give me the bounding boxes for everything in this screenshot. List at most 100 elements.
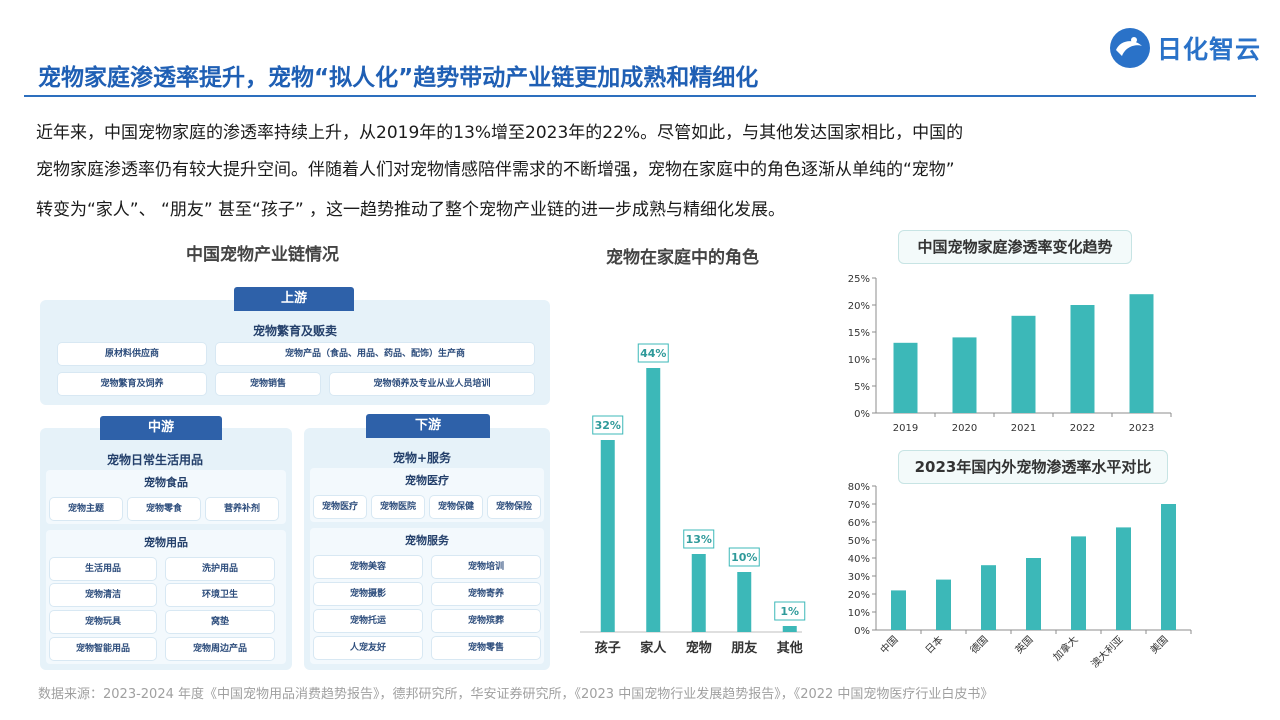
bar (1129, 294, 1154, 413)
service-chip: 宠物培训 (432, 556, 540, 578)
supplies-label: 宠物用品 (144, 536, 188, 549)
roles-bar-chart: 32% 孩子 44% 家人 13% 宠物 10% 朋友 1% 其他 (580, 343, 806, 656)
page-title: 宠物家庭渗透率提升，宠物“拟人化”趋势带动产业链更加成熟和精细化 (38, 65, 759, 91)
supplies-chip: 宠物玩具 (50, 611, 156, 633)
bar (952, 337, 977, 413)
bar (1161, 504, 1176, 630)
data-label: 44% (640, 347, 666, 360)
x-tick-label: 2020 (952, 423, 977, 434)
upstream-chip: 宠物领养及专业从业人员培训 (330, 373, 534, 395)
y-tick-label: 60% (848, 518, 870, 529)
data-source-note: 数据来源：2023-2024 年度《中国宠物用品消费趋势报告》，德邦研究所，华安… (38, 687, 994, 702)
medical-chip: 宠物保险 (488, 496, 540, 518)
data-label: 32% (595, 419, 621, 432)
data-label-box (592, 415, 624, 435)
x-tick-label: 2022 (1070, 423, 1095, 434)
food-chip: 宠物零食 (128, 498, 200, 520)
bar (737, 572, 752, 632)
brand-name: 日化智云 (1157, 35, 1262, 64)
x-tick-label: 朋友 (730, 640, 757, 656)
bar (600, 440, 615, 632)
medical-chip: 宠物保健 (430, 496, 482, 518)
intro-line-1: 近年来，中国宠物家庭的渗透率持续上升，从2019年的13%增至2023年的22%… (36, 123, 964, 143)
y-tick-label: 40% (848, 554, 870, 565)
bar (646, 368, 661, 632)
upstream-chip: 宠物产品（食品、用品、药品、配饰）生产商 (216, 343, 534, 365)
x-tick-label: 加拿大 (1050, 633, 1080, 663)
y-tick-label: 25% (848, 274, 870, 285)
y-tick-label: 0% (854, 409, 870, 420)
x-tick-label: 中国 (877, 633, 900, 656)
downstream-heading: 宠物+服务 (392, 451, 452, 465)
x-tick-label: 德国 (967, 633, 990, 656)
data-label-box (637, 343, 669, 363)
downstream-tag: 下游 (366, 414, 490, 438)
intl-bar-chart: 0% 10% 20% 30% 40% 50% 60% 70% 80% 中国 日本 德国 英国 加拿大 澳大利… (848, 482, 1192, 670)
intro-line-3: 转变为“家人”、 “朋友” 甚至“孩子” ，这一趋势推动了整个宠物产业链的进一步… (36, 200, 786, 220)
x-tick-label: 2023 (1129, 423, 1154, 434)
data-label-box (683, 529, 715, 549)
data-label-box (774, 601, 806, 621)
supplies-chip: 宠物清洁 (50, 584, 156, 606)
bar (1026, 558, 1041, 630)
service-chip: 宠物美容 (314, 556, 422, 578)
upstream-tag: 上游 (234, 287, 354, 311)
intl-chart-title: 2023年国内外宠物渗透率水平对比 (898, 450, 1168, 484)
title-divider (24, 95, 1256, 97)
chain-title: 中国宠物产业链情况 (186, 245, 339, 265)
midstream-tag: 中游 (100, 416, 222, 440)
bar (1116, 527, 1131, 630)
bar (1071, 536, 1086, 630)
bar (691, 554, 706, 632)
food-label: 宠物食品 (144, 476, 188, 489)
y-tick-label: 20% (848, 301, 870, 312)
bar (936, 579, 951, 630)
intro-line-2: 宠物家庭渗透率仍有较大提升空间。伴随着人们对宠物情感陪伴需求的不断增强，宠物在家… (36, 160, 955, 180)
midstream-heading: 宠物日常生活用品 (106, 453, 203, 467)
x-tick-label: 日本 (922, 633, 945, 656)
x-tick-label: 澳大利亚 (1088, 633, 1125, 670)
x-tick-label: 其他 (777, 640, 803, 656)
supplies-chip: 环境卫生 (166, 584, 274, 606)
bar (893, 342, 918, 413)
upstream-heading: 宠物繁育及贩卖 (252, 324, 337, 338)
service-chip: 宠物零售 (432, 637, 540, 659)
supplies-chip: 洗护用品 (166, 558, 274, 580)
y-tick-label: 50% (848, 536, 870, 547)
bar (782, 626, 797, 632)
brand-logo-icon (1110, 28, 1150, 68)
service-chip: 人宠友好 (314, 637, 422, 659)
medical-chip: 宠物医疗 (314, 496, 366, 518)
service-chip: 宠物寄养 (432, 583, 540, 605)
y-tick-label: 0% (854, 626, 870, 637)
upstream-chip: 宠物销售 (216, 373, 320, 395)
y-tick-label: 20% (848, 590, 870, 601)
upstream-chip: 宠物繁育及饲养 (58, 373, 206, 395)
y-tick-label: 15% (848, 328, 870, 339)
x-tick-label: 英国 (1012, 633, 1035, 656)
y-tick-label: 5% (854, 382, 870, 393)
bar (891, 590, 906, 630)
y-tick-label: 10% (848, 608, 870, 619)
food-chip: 宠物主题 (50, 498, 122, 520)
x-tick-label: 宠物 (686, 640, 712, 656)
service-chip: 宠物托运 (314, 610, 422, 632)
x-tick-label: 孩子 (595, 640, 621, 656)
x-tick-label: 家人 (640, 640, 667, 656)
x-tick-label: 2019 (893, 423, 918, 434)
bar (981, 565, 996, 630)
supplies-chip: 宠物周边产品 (166, 638, 274, 660)
y-tick-label: 80% (848, 482, 870, 493)
trend-chart-title: 中国宠物家庭渗透率变化趋势 (898, 230, 1132, 264)
y-tick-label: 70% (848, 500, 870, 511)
bar (1070, 305, 1095, 413)
data-label: 13% (686, 533, 712, 546)
x-tick-label: 2021 (1011, 423, 1036, 434)
bar (1011, 315, 1036, 413)
medical-label: 宠物医疗 (405, 474, 449, 487)
food-chip: 营养补剂 (206, 498, 278, 520)
medical-chip: 宠物医院 (372, 496, 424, 518)
trend-bar-chart: 0% 5% 10% 15% 20% 25% 2019 2020 2021 2022 2023 (848, 274, 1172, 434)
service-label: 宠物服务 (405, 534, 449, 547)
upstream-chip: 原材料供应商 (58, 343, 206, 365)
